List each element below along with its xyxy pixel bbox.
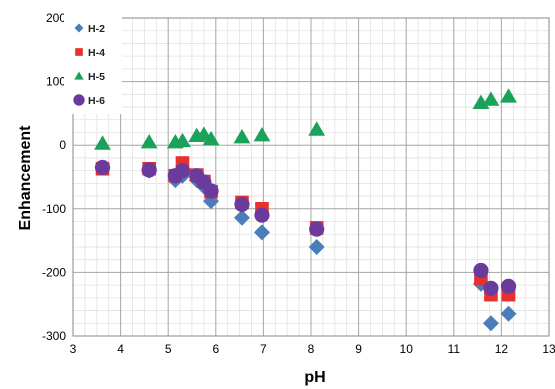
h-2-point xyxy=(308,238,325,255)
h-5-point xyxy=(140,134,158,149)
h-2-legend-label: H-2 xyxy=(88,23,105,35)
x-tick-label: 9 xyxy=(355,342,362,356)
h-4-legend-label: H-4 xyxy=(88,47,105,59)
data-points xyxy=(94,88,517,332)
h-4-legend-marker xyxy=(75,48,83,56)
x-axis-ticks: 3 4 5 6 7 8 9 10 11 12 13 xyxy=(70,342,555,356)
x-tick-label: 5 xyxy=(165,342,172,356)
plot-area-frame xyxy=(72,17,550,337)
h-6-point xyxy=(141,162,157,178)
y-tick-label: -100 xyxy=(42,202,66,216)
h-6-point xyxy=(254,207,270,223)
h-2-point xyxy=(482,315,499,332)
y-tick-label: 100 xyxy=(46,75,66,89)
h-6-point xyxy=(500,278,517,294)
h-6-point xyxy=(309,221,325,237)
y-tick-label: 0 xyxy=(59,138,66,152)
x-tick-label: 3 xyxy=(70,342,77,356)
y-tick-label: 200 xyxy=(46,11,66,25)
h-6-point xyxy=(473,262,489,279)
h-2-legend-marker xyxy=(74,23,84,33)
h-6-legend-marker xyxy=(73,94,85,106)
h-6-point xyxy=(483,280,499,296)
h-5-point xyxy=(94,135,111,150)
h-5-point xyxy=(253,127,271,142)
h-2-point xyxy=(233,209,250,226)
y-tick-label: -200 xyxy=(42,265,66,279)
x-tick-label: 10 xyxy=(400,342,414,356)
h-2-point xyxy=(500,305,517,322)
legend: H-2 H-4 H-5 H-6 xyxy=(64,12,122,114)
x-axis-label: pH xyxy=(304,369,325,386)
x-tick-label: 4 xyxy=(117,342,124,356)
y-tick-label: -300 xyxy=(42,329,66,343)
x-tick-label: 7 xyxy=(260,342,267,356)
x-tick-label: 12 xyxy=(495,342,509,356)
h-6-point xyxy=(94,159,111,176)
x-tick-label: 13 xyxy=(542,342,555,356)
h-5-point xyxy=(500,88,517,103)
h-5-point xyxy=(308,121,326,136)
h-5-point xyxy=(202,130,220,146)
x-tick-label: 8 xyxy=(308,342,315,356)
h-5-point xyxy=(233,128,251,144)
h-5-legend-label: H-5 xyxy=(88,71,105,83)
h-6-legend-label: H-6 xyxy=(88,95,105,107)
h-5-point xyxy=(482,91,500,106)
h-6-point xyxy=(234,196,250,212)
x-tick-label: 11 xyxy=(448,342,461,356)
x-tick-label: 6 xyxy=(212,342,219,356)
y-axis-label: Enhancement xyxy=(17,125,34,231)
h-5-legend-marker xyxy=(74,71,84,80)
h-6-point xyxy=(203,183,219,199)
h-6-point xyxy=(174,163,191,179)
legend-box xyxy=(64,12,122,114)
h-2-point xyxy=(253,224,270,241)
y-axis-ticks: -300 -200 -100 0 100 200 xyxy=(42,11,66,343)
h-5-point xyxy=(174,132,191,148)
